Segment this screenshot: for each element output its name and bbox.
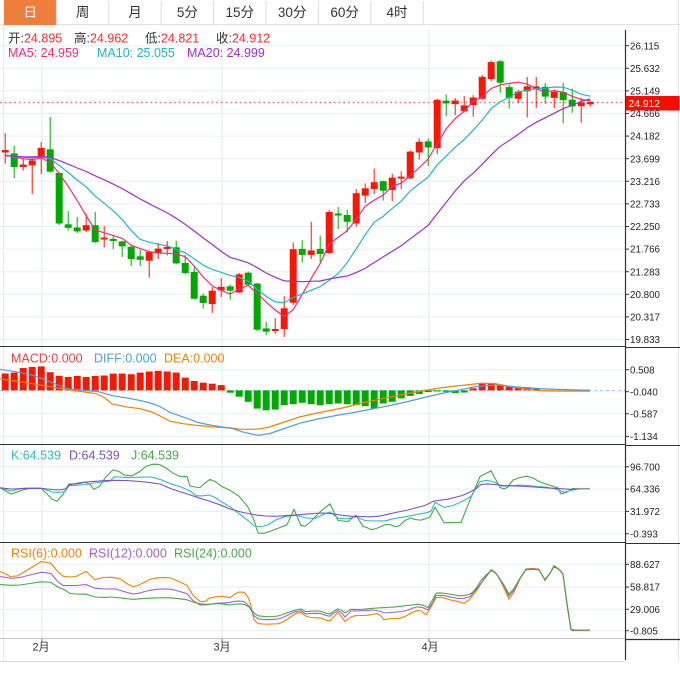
svg-text:RSI(6):0.000: RSI(6):0.000 (11, 547, 82, 561)
svg-text:23.216: 23.216 (630, 177, 661, 188)
svg-text:收:24.912: 收:24.912 (216, 32, 270, 46)
svg-text:-0.040: -0.040 (630, 387, 658, 398)
svg-text:23.699: 23.699 (630, 154, 660, 165)
svg-text:25.632: 25.632 (630, 64, 660, 75)
svg-text:周: 周 (76, 5, 90, 20)
svg-text:D:64.539: D:64.539 (69, 449, 120, 463)
svg-text:24.912: 24.912 (629, 99, 661, 110)
svg-text:88.627: 88.627 (630, 560, 660, 571)
svg-text:MA10: 25.055: MA10: 25.055 (97, 46, 175, 60)
svg-text:MA5: 24.959: MA5: 24.959 (8, 46, 79, 60)
svg-text:15分: 15分 (226, 5, 255, 20)
svg-text:DEA:0.000: DEA:0.000 (164, 352, 225, 366)
svg-text:高:24.962: 高:24.962 (74, 31, 128, 46)
svg-text:19.833: 19.833 (630, 335, 661, 346)
svg-text:月: 月 (128, 5, 142, 20)
svg-text:96.700: 96.700 (630, 462, 661, 473)
svg-text:日: 日 (23, 5, 37, 20)
svg-text:64.336: 64.336 (630, 485, 661, 496)
svg-text:21.766: 21.766 (630, 245, 661, 256)
svg-text:22.733: 22.733 (630, 200, 661, 211)
svg-text:RSI(12):0.000: RSI(12):0.000 (89, 547, 167, 561)
svg-text:20.317: 20.317 (630, 313, 660, 324)
svg-text:24.182: 24.182 (630, 132, 660, 143)
svg-text:DIFF:0.000: DIFF:0.000 (94, 352, 157, 366)
svg-text:3月: 3月 (213, 642, 230, 654)
svg-text:MACD:0.000: MACD:0.000 (11, 352, 83, 366)
svg-text:5分: 5分 (177, 5, 198, 20)
svg-text:29.006: 29.006 (630, 605, 661, 616)
svg-text:21.283: 21.283 (630, 267, 661, 278)
svg-text:30分: 30分 (278, 5, 307, 20)
svg-text:RSI(24):0.000: RSI(24):0.000 (174, 547, 252, 561)
svg-text:-0.393: -0.393 (630, 529, 658, 540)
svg-text:26.115: 26.115 (630, 41, 660, 52)
svg-text:-0.805: -0.805 (630, 626, 658, 637)
svg-text:22.250: 22.250 (630, 222, 661, 233)
svg-text:4时: 4时 (386, 5, 407, 20)
svg-text:-0.587: -0.587 (630, 409, 658, 420)
svg-text:4月: 4月 (421, 642, 438, 654)
svg-text:24.666: 24.666 (630, 109, 661, 120)
svg-text:开:24.895: 开:24.895 (8, 32, 62, 46)
svg-text:60分: 60分 (330, 5, 359, 20)
svg-text:25.149: 25.149 (630, 87, 660, 98)
svg-text:2月: 2月 (32, 642, 49, 654)
svg-text:K:64.539: K:64.539 (11, 449, 61, 463)
svg-text:31.972: 31.972 (630, 507, 660, 518)
svg-text:低:24.821: 低:24.821 (145, 32, 199, 46)
svg-text:MA20: 24.999: MA20: 24.999 (187, 46, 265, 60)
svg-text:-1.134: -1.134 (630, 432, 658, 443)
svg-text:J:64.539: J:64.539 (131, 449, 179, 463)
svg-text:20.800: 20.800 (630, 290, 661, 301)
svg-text:0.508: 0.508 (630, 365, 655, 376)
svg-text:58.817: 58.817 (630, 583, 660, 594)
